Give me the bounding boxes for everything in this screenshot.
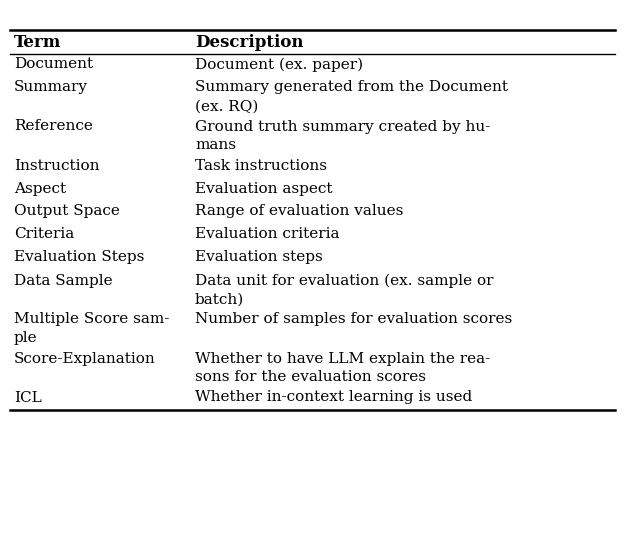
Text: Reference: Reference (14, 120, 93, 133)
Text: Whether to have LLM explain the rea-
sons for the evaluation scores: Whether to have LLM explain the rea- son… (195, 352, 490, 384)
Text: Summary generated from the Document
(ex. RQ): Summary generated from the Document (ex.… (195, 80, 508, 114)
Text: Summary: Summary (14, 80, 88, 94)
Text: Evaluation Steps: Evaluation Steps (14, 250, 144, 264)
Text: Ground truth summary created by hu-
mans: Ground truth summary created by hu- mans (195, 120, 490, 152)
Text: Document: Document (14, 57, 93, 71)
Text: Multiple Score sam-
ple: Multiple Score sam- ple (14, 312, 169, 345)
Text: Instruction: Instruction (14, 159, 100, 173)
Text: ICL: ICL (14, 391, 42, 405)
Text: Aspect: Aspect (14, 182, 66, 196)
Text: Range of evaluation values: Range of evaluation values (195, 205, 403, 219)
Text: Criteria: Criteria (14, 227, 74, 242)
Text: Description: Description (195, 34, 304, 51)
Text: Evaluation steps: Evaluation steps (195, 250, 323, 264)
Text: Document (ex. paper): Document (ex. paper) (195, 57, 363, 72)
Text: Task instructions: Task instructions (195, 159, 327, 173)
Text: Evaluation aspect: Evaluation aspect (195, 182, 333, 196)
Text: Whether in-context learning is used: Whether in-context learning is used (195, 391, 472, 405)
Text: Data Sample: Data Sample (14, 273, 113, 287)
Text: Data unit for evaluation (ex. sample or
batch): Data unit for evaluation (ex. sample or … (195, 273, 493, 307)
Text: Output Space: Output Space (14, 205, 120, 219)
Text: Evaluation criteria: Evaluation criteria (195, 227, 340, 242)
Text: Number of samples for evaluation scores: Number of samples for evaluation scores (195, 312, 512, 326)
Text: Term: Term (14, 34, 61, 51)
Text: Score-Explanation: Score-Explanation (14, 352, 156, 366)
